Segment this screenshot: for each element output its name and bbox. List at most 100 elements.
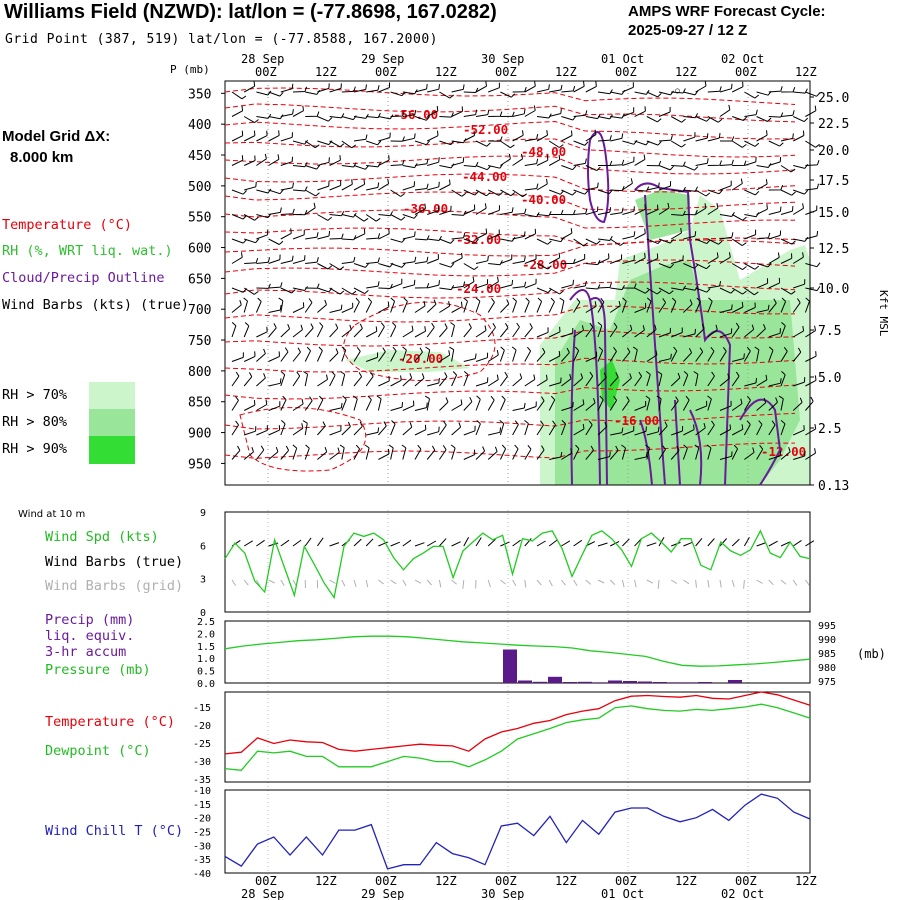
wind-barb [707, 189, 723, 195]
wind-barb [305, 232, 319, 240]
pressure-unit-label: P (mb) [170, 63, 210, 76]
cloud-outline [587, 131, 610, 224]
wind-barb [450, 322, 455, 338]
wind-barb [390, 159, 405, 166]
wind-barb [317, 299, 327, 313]
precip-bar [563, 682, 577, 683]
wind-barb [365, 395, 372, 411]
wind-barb [632, 346, 638, 362]
wind-barb [732, 116, 748, 121]
wind-barb [341, 140, 357, 149]
wind-barb [610, 133, 624, 142]
temp-contour [224, 357, 796, 373]
time-tick-top: 12Z [675, 65, 697, 79]
windchill-line [224, 793, 811, 870]
wind-barb [731, 178, 743, 191]
wind-barb [499, 371, 508, 387]
wind-barb [536, 130, 548, 142]
wind-barb [768, 156, 782, 166]
wind-barb [573, 280, 587, 289]
temp-contour-label: -56.00 [393, 107, 438, 122]
wind-barb [561, 189, 577, 196]
wind-barb [646, 324, 657, 338]
legend-temp2: Temperature (°C) [45, 714, 176, 730]
wind-barb [512, 130, 524, 142]
surface-grid-barb [657, 579, 660, 589]
surface-wind-barb [451, 541, 461, 547]
wind-barb [561, 401, 574, 411]
wind-barb [475, 446, 486, 460]
wind-barb [512, 444, 519, 460]
wind-barb [256, 445, 265, 460]
wind-barb [548, 287, 564, 295]
wind-barb [475, 203, 487, 215]
wind-barb [426, 130, 439, 142]
wind-barb [658, 238, 674, 244]
temp-contour-label: -12.00 [761, 444, 806, 459]
model-grid-label: Model Grid ΔX: [2, 128, 111, 145]
wind-barb [756, 116, 772, 122]
wind-barb [573, 238, 588, 247]
wind-barb [317, 116, 333, 122]
wind-barb [561, 228, 573, 240]
time-tick-bottom: 12Z [315, 874, 337, 888]
wind-barb [292, 324, 303, 338]
wind-barb [658, 107, 671, 117]
wind-barb [536, 238, 552, 245]
wind-barb [573, 158, 587, 166]
wind-barb [353, 444, 361, 460]
wind-barb [426, 322, 435, 338]
wind-barb [585, 445, 594, 460]
temp-ytick: -30 [193, 757, 211, 768]
wind-barb [364, 444, 370, 460]
wind-barb [329, 348, 339, 362]
surface-grid-barb [365, 579, 369, 588]
wind-barb [231, 105, 244, 117]
wind-barb [280, 347, 289, 362]
wind-barb [548, 350, 561, 362]
wind-barb [463, 396, 473, 411]
wind-barb [524, 401, 537, 411]
temp-contour [224, 239, 796, 257]
wind-barb [463, 371, 469, 387]
wind-barb [622, 283, 637, 289]
wind-barb [414, 140, 430, 146]
wind-barb [487, 374, 499, 387]
wind-barb [768, 397, 778, 411]
surface-wind-barb [414, 542, 425, 547]
cycle-label: AMPS WRF Forecast Cycle: [628, 3, 826, 20]
wind-barb [450, 444, 456, 460]
surface-wind-barb [439, 538, 447, 547]
date-label-top: 28 Sep [241, 52, 284, 66]
wind-barb [488, 136, 503, 142]
surface-grid-barb [487, 579, 491, 587]
wind-barb [695, 116, 711, 122]
wind-barb [487, 322, 496, 338]
time-tick-top: 12Z [435, 65, 457, 79]
wind-barb [317, 263, 333, 270]
wind-barb [304, 140, 320, 149]
wind-barb [695, 203, 707, 215]
wind-barb [268, 304, 282, 313]
wind-barb [719, 347, 727, 362]
wind-barb [683, 347, 693, 362]
wind-barb [329, 402, 343, 411]
precip-bar [683, 682, 697, 683]
wind-barb [329, 180, 342, 191]
wind-barb [390, 322, 397, 338]
wind-barb [561, 209, 576, 216]
time-tick-top: 00Z [615, 65, 637, 79]
wind-barb [634, 371, 643, 387]
wind-barb [536, 113, 552, 119]
wind-barb [707, 252, 719, 264]
tropopause-marker: ○ [675, 86, 680, 95]
wind-barb [329, 233, 344, 240]
rh-shade-rh80 [635, 190, 690, 240]
wind-barb [378, 211, 394, 217]
windchill-ytick: -25 [193, 828, 211, 839]
cloud-outline [739, 398, 782, 486]
surface-grid-barb [561, 579, 566, 586]
wind-barb [329, 425, 342, 436]
wind-barb [768, 206, 782, 215]
wind-barb [792, 347, 802, 362]
